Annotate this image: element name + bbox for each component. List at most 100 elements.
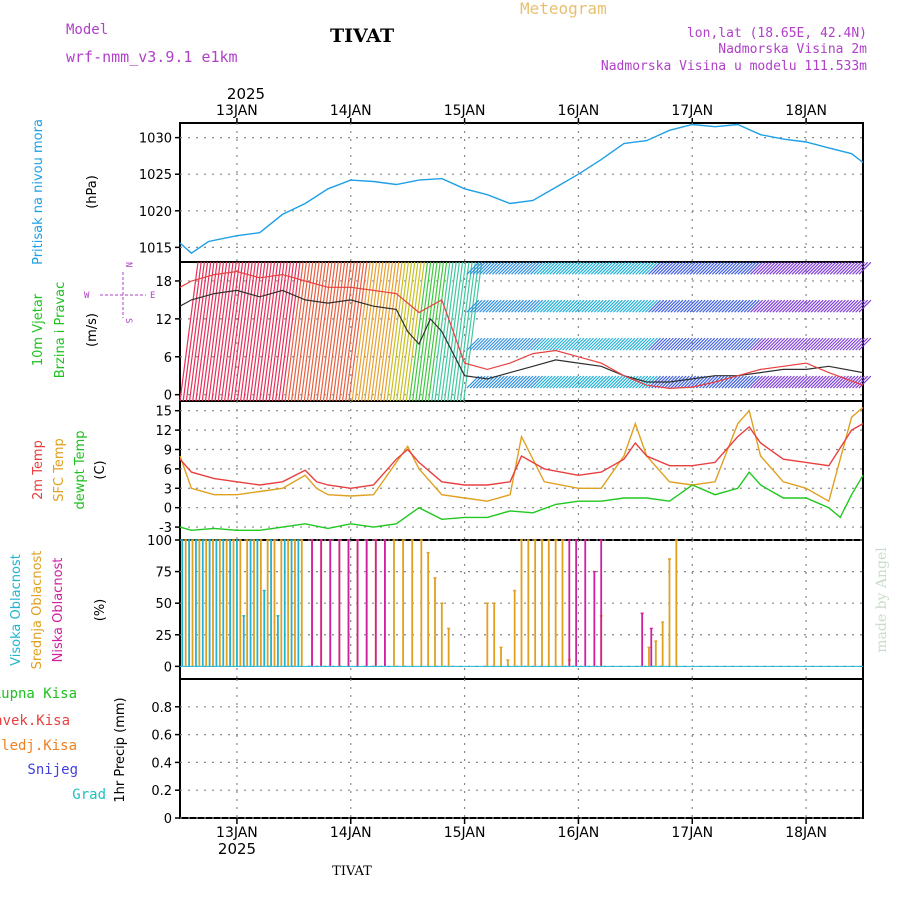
wind-barb xyxy=(708,261,722,275)
wind-barb xyxy=(660,299,674,313)
wind-barb xyxy=(699,375,712,389)
wind-barb xyxy=(482,261,496,275)
wind-barbs xyxy=(179,261,872,402)
wind-barb xyxy=(606,375,620,389)
wind-barb xyxy=(689,299,703,313)
y-tick-label: 6 xyxy=(164,351,172,366)
wind-barb xyxy=(275,261,295,402)
wind-barb xyxy=(826,261,840,275)
wind-barb xyxy=(520,337,534,351)
wind-barb xyxy=(539,337,553,351)
wind-barb xyxy=(651,337,665,351)
wind-barb xyxy=(724,337,738,351)
wind-barb xyxy=(408,261,429,402)
bottom-year-label: 2025 xyxy=(218,840,256,858)
wind-barb xyxy=(613,261,626,275)
wind-barb xyxy=(762,299,776,313)
wind-barb xyxy=(670,261,684,275)
wind-barb xyxy=(807,375,821,389)
wind-barb xyxy=(316,261,336,402)
dewpt-temp-line xyxy=(179,470,864,532)
wind-barb xyxy=(775,299,789,313)
wind-barb xyxy=(593,375,607,389)
wind-barb xyxy=(829,299,843,313)
wind-barb xyxy=(858,337,872,351)
wind-barb xyxy=(743,337,757,351)
wind-barb xyxy=(778,337,792,351)
top-day-labels: 13JAN 14JAN 15JAN 16JAN 17JAN 18JAN xyxy=(216,103,827,123)
wind-barb xyxy=(676,337,690,351)
wind-barb xyxy=(326,261,346,402)
wind-barb xyxy=(737,299,751,313)
bottom-day-label: 18JAN xyxy=(785,825,827,841)
wind-barb xyxy=(562,375,575,389)
wind-barb xyxy=(606,337,620,351)
wind-barb xyxy=(829,337,843,351)
top-day-label: 17JAN xyxy=(671,103,713,119)
wind-barb xyxy=(699,337,712,351)
wind-barb xyxy=(246,261,266,402)
wind-barb xyxy=(679,299,693,313)
y-tick-label: 0.4 xyxy=(151,756,172,771)
wind-barb xyxy=(345,261,365,402)
wind-barb xyxy=(794,375,808,389)
bottom-day-label: 17JAN xyxy=(671,825,713,841)
wind-barb xyxy=(453,261,473,402)
wind-barb xyxy=(313,261,333,402)
wind-barb xyxy=(482,337,496,351)
wind-barb xyxy=(581,337,595,351)
wind-barb xyxy=(530,299,544,313)
wind-barb xyxy=(466,261,480,275)
wind-barb xyxy=(753,375,767,389)
wind-barb xyxy=(517,261,531,275)
wind-barb xyxy=(836,337,850,351)
wind-barb xyxy=(753,299,767,313)
wind-barb xyxy=(689,337,703,351)
sfc-temp-line xyxy=(179,406,864,503)
wind-barb xyxy=(817,337,830,351)
wind-barb xyxy=(571,261,585,275)
wind-barb xyxy=(488,337,502,351)
wind-barb xyxy=(791,299,805,313)
wind-barb xyxy=(539,261,553,275)
wind-barb xyxy=(437,261,457,402)
wind-barb xyxy=(644,261,658,275)
wind-barb xyxy=(281,261,301,402)
wind-barb xyxy=(743,299,757,313)
wind-barb xyxy=(817,375,830,389)
wind-barb xyxy=(472,261,486,275)
wind-barb xyxy=(788,261,802,275)
footer-station: TIVAT xyxy=(332,864,372,879)
wind-barb xyxy=(555,299,569,313)
wind-barb xyxy=(472,299,486,313)
wind-barb xyxy=(182,261,202,402)
wind-barb xyxy=(428,261,448,402)
wind-barb xyxy=(718,261,732,275)
wind-barb xyxy=(491,299,505,313)
wind-barb xyxy=(370,261,390,402)
wind-barb xyxy=(730,261,744,275)
wind-barb xyxy=(227,261,247,402)
y-tick-label: 0.6 xyxy=(151,729,172,744)
wind-barb xyxy=(577,337,591,351)
wind-barb xyxy=(590,337,604,351)
cloud-titles: Visoka Oblacnost Srednja Oblacnost Niska… xyxy=(9,551,108,670)
wind-barb xyxy=(421,261,441,402)
wind-barb xyxy=(711,337,725,351)
wind-barb xyxy=(533,299,547,313)
wind-barb xyxy=(759,299,773,313)
wind-barb xyxy=(641,299,655,313)
wind-barb xyxy=(750,337,763,351)
wind-barb xyxy=(721,337,735,351)
wind-barb xyxy=(530,375,544,389)
precip-legend-item: Ukupna Kisa xyxy=(0,686,77,702)
wind-barb xyxy=(734,375,748,389)
wind-barb xyxy=(475,375,489,389)
wind-barb xyxy=(852,337,865,351)
wind-barb xyxy=(679,375,693,389)
wind-barb xyxy=(686,261,700,275)
wind-barb xyxy=(613,337,626,351)
wind-barb xyxy=(705,375,719,389)
wind-barb xyxy=(845,261,859,275)
